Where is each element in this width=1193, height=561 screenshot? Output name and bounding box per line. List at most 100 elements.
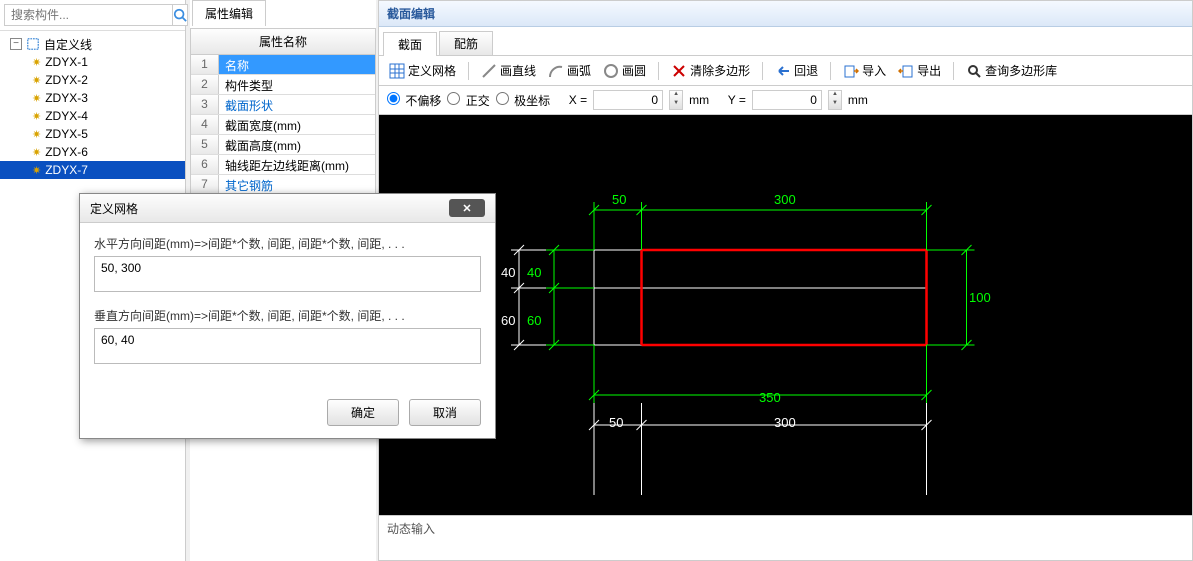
row-label: 构件类型: [219, 75, 375, 94]
y-unit: mm: [848, 93, 868, 107]
tree-item[interactable]: ✷ZDYX-1: [0, 53, 185, 71]
grid-dialog: 定义网格 ✕ 水平方向间距(mm)=>间距*个数, 间距, 间距*个数, 间距,…: [79, 193, 496, 439]
coord-bar: 不偏移 正交 极坐标 X = ▲▼ mm Y = ▲▼ mm: [379, 86, 1192, 115]
h-spacing-input[interactable]: 50, 300: [94, 256, 481, 292]
search-icon: [173, 8, 187, 22]
row-number: 5: [191, 135, 219, 154]
property-row[interactable]: 5截面高度(mm): [191, 135, 375, 155]
tool-arc[interactable]: 画弧: [544, 60, 595, 81]
tree-item-label: ZDYX-3: [45, 91, 88, 105]
gear-icon: ✷: [32, 56, 41, 69]
row-label: 轴线距左边线距离(mm): [219, 155, 375, 174]
tool-clear[interactable]: 清除多边形: [667, 60, 754, 81]
import-icon: [843, 63, 859, 79]
tree-item-label: ZDYX-2: [45, 73, 88, 87]
tool-import[interactable]: 导入: [839, 60, 890, 81]
dim-right-100: 100: [969, 290, 991, 305]
tool-circle[interactable]: 画圆: [599, 60, 650, 81]
dim-left-60-g: 60: [527, 313, 541, 328]
separator: [953, 62, 954, 80]
x-spinner[interactable]: ▲▼: [669, 90, 683, 110]
gear-icon: ✷: [32, 110, 41, 123]
dim-top-50: 50: [612, 192, 626, 207]
tool-grid[interactable]: 定义网格: [385, 60, 460, 81]
row-label: 名称: [219, 55, 375, 74]
drawing-canvas[interactable]: 50 300 40 40 60 60 100 350 50 300: [379, 115, 1192, 515]
section-editor-panel: 截面编辑 截面 配筋 定义网格 画直线 画弧 画圆 清除多边形 回退: [378, 0, 1193, 561]
property-row[interactable]: 2构件类型: [191, 75, 375, 95]
export-icon: [898, 63, 914, 79]
tool-undo[interactable]: 回退: [771, 60, 822, 81]
tree-item[interactable]: ✷ ZDYX-5: [0, 125, 185, 143]
row-number: 6: [191, 155, 219, 174]
tree-item[interactable]: ✷ ZDYX-3: [0, 89, 185, 107]
tool-export[interactable]: 导出: [894, 60, 945, 81]
row-label: 其它钢筋: [219, 175, 375, 194]
arc-icon: [548, 63, 564, 79]
radio-ortho[interactable]: 正交: [447, 92, 489, 109]
undo-icon: [775, 63, 791, 79]
dim-bot-50-w: 50: [609, 415, 623, 430]
property-table: 属性名称 1名称2构件类型3截面形状4截面宽度(mm)5截面高度(mm)6轴线距…: [190, 28, 376, 216]
row-number: 4: [191, 115, 219, 134]
query-icon: [966, 63, 982, 79]
tree-item[interactable]: ✷ ZDYX-6: [0, 143, 185, 161]
tree-root[interactable]: − 自定义线: [0, 35, 185, 53]
property-row[interactable]: 7其它钢筋: [191, 175, 375, 195]
v-spacing-input[interactable]: 60, 40: [94, 328, 481, 364]
y-spinner[interactable]: ▲▼: [828, 90, 842, 110]
y-label: Y =: [728, 93, 746, 107]
tab-section[interactable]: 截面: [383, 32, 437, 56]
tree-item[interactable]: ✷ZDYX-4: [0, 107, 185, 125]
radio-no-offset[interactable]: 不偏移: [387, 92, 441, 109]
dim-left-40-w: 40: [501, 265, 515, 280]
tree-root-label: 自定义线: [44, 36, 92, 53]
tab-rebar[interactable]: 配筋: [439, 31, 493, 55]
row-number: 1: [191, 55, 219, 74]
x-label: X =: [569, 93, 587, 107]
tool-line[interactable]: 画直线: [477, 60, 540, 81]
tree-item[interactable]: ✷ZDYX-7: [0, 161, 185, 179]
y-input[interactable]: [752, 90, 822, 110]
collapse-icon[interactable]: −: [10, 38, 22, 50]
property-row[interactable]: 4截面宽度(mm): [191, 115, 375, 135]
tool-query[interactable]: 查询多边形库: [962, 60, 1061, 81]
gear-icon: ✷: [32, 128, 41, 141]
section-header: 截面编辑: [379, 1, 1192, 27]
dim-top-300: 300: [774, 192, 796, 207]
search-input[interactable]: [4, 4, 173, 26]
grid-icon: [389, 63, 405, 79]
row-label: 截面宽度(mm): [219, 115, 375, 134]
tree-item-label: ZDYX-5: [45, 127, 88, 141]
search-button[interactable]: [173, 4, 188, 26]
property-row[interactable]: 1名称: [191, 55, 375, 75]
property-header: 属性名称: [191, 29, 375, 55]
dialog-title: 定义网格: [90, 200, 449, 217]
property-row[interactable]: 3截面形状: [191, 95, 375, 115]
status-bar: 动态输入: [379, 515, 1192, 541]
line-icon: [481, 63, 497, 79]
gear-icon: ✷: [32, 92, 41, 105]
radio-polar[interactable]: 极坐标: [496, 92, 550, 109]
v-spacing-label: 垂直方向间距(mm)=>间距*个数, 间距, 间距*个数, 间距, . . .: [94, 307, 481, 324]
gear-icon: ✷: [32, 146, 41, 159]
separator: [468, 62, 469, 80]
dialog-body: 水平方向间距(mm)=>间距*个数, 间距, 间距*个数, 间距, . . . …: [80, 223, 495, 391]
tool-grid-label: 定义网格: [408, 62, 456, 79]
cancel-button[interactable]: 取消: [409, 399, 481, 426]
dim-bot-350: 350: [759, 390, 781, 405]
property-tab[interactable]: 属性编辑: [192, 0, 266, 26]
inner-tabs: 截面 配筋: [379, 27, 1192, 56]
tree-item-label: ZDYX-6: [45, 145, 88, 159]
x-unit: mm: [689, 93, 709, 107]
ok-button[interactable]: 确定: [327, 399, 399, 426]
tool-line-label: 画直线: [500, 62, 536, 79]
search-box: [0, 0, 185, 31]
tree-item[interactable]: ✷ZDYX-2: [0, 71, 185, 89]
dialog-buttons: 确定 取消: [80, 391, 495, 438]
property-row[interactable]: 6轴线距左边线距离(mm): [191, 155, 375, 175]
x-input[interactable]: [593, 90, 663, 110]
dialog-titlebar[interactable]: 定义网格 ✕: [80, 194, 495, 223]
dialog-close-button[interactable]: ✕: [449, 199, 485, 217]
tool-undo-label: 回退: [794, 62, 818, 79]
